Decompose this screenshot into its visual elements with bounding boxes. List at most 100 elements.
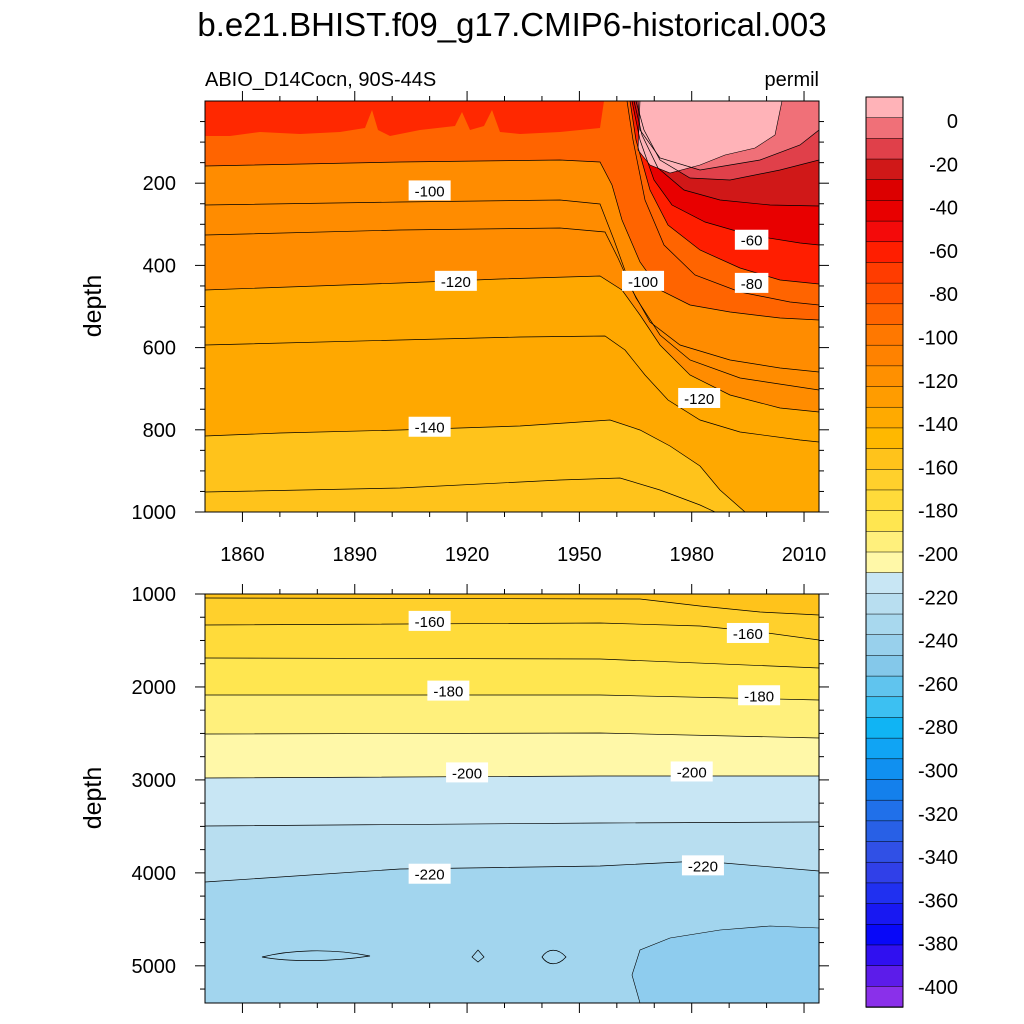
lower-contour-label: -180 [427,680,470,701]
x-tick-label-1920: 1920 [445,544,490,566]
colorbar-swatch [865,406,904,429]
colorbar-label--260: -260 [918,674,958,696]
lower-small-contour [541,949,567,965]
colorbar-label--180: -180 [918,501,958,523]
lower-band-160-170 [205,598,819,640]
lower-small-contour [261,950,371,961]
lower-contour-label: -160 [726,622,769,643]
colorbar-swatch [865,779,904,801]
colorbar-swatch [865,655,904,677]
colorbar-swatch [865,551,904,574]
upper-contour-label: -80 [734,272,769,293]
colorbar-swatch [865,593,904,615]
lower-y-tick-label-3000: 3000 [132,770,177,792]
lower-contour-line [205,657,819,669]
lower-contour-line [205,860,819,883]
colorbar-swatch [865,986,904,1008]
colorbar-swatch [865,882,904,905]
colorbar-swatch [865,200,904,222]
lower-y-tick-label-1000: 1000 [132,584,177,606]
colorbar-swatch [865,944,904,967]
lower-contour-label-text: -220 [415,867,445,884]
lower-band-195-200 [205,733,819,778]
colorbar-swatch [865,489,904,512]
upper-contour-label-text: -60 [741,233,763,250]
x-tick-label-2010: 2010 [782,544,827,566]
colorbar-swatch [865,324,904,346]
upper-contour-label: -100 [408,180,451,201]
colorbar-swatch [865,758,904,781]
colorbar-swatch [865,841,904,863]
upper-contour-line [629,101,819,285]
colorbar-swatch [865,572,904,595]
lower-contour-label: -160 [408,610,451,631]
lower-band-170-180 [205,623,819,668]
upper-contour-line [205,477,716,512]
upper-contour-line [637,101,819,171]
colorbar-swatch [865,344,904,367]
colorbar-swatch [865,262,904,284]
lower-contour-line [205,597,819,616]
colorbar-label--20: -20 [929,154,958,176]
colorbar-swatch [865,675,904,698]
lower-ylabel: depth [79,767,107,830]
colorbar-label--360: -360 [918,890,958,912]
upper-y-tick-label-600: 600 [143,338,176,360]
colorbar-label--400: -400 [918,977,958,999]
colorbar-swatch [865,365,904,388]
upper-band-above-0 [637,101,783,174]
upper-contour-line [205,159,819,321]
lower-contour-label-text: -160 [733,626,763,643]
colorbar-label--160: -160 [918,457,958,479]
lower-contour-label-box [670,761,713,782]
lower-contour-label: -180 [738,685,781,706]
x-tick-label-1860: 1860 [220,544,265,566]
upper-contour-label-text: -140 [415,420,445,437]
colorbar-label--300: -300 [918,761,958,783]
lower-band-190-195 [205,695,819,738]
colorbar-swatch [865,117,904,140]
left-subtitle: ABIO_D14Cocn, 90S-44S [205,69,436,91]
lower-y-tick-label-2000: 2000 [132,677,177,699]
colorbar-swatch [865,965,904,988]
lower-contour-label: -200 [446,762,489,783]
upper-contour-line [205,335,819,443]
colorbar-swatch [865,737,904,760]
lower-contour-label-text: -180 [433,684,463,701]
lower-contour-label-box [738,685,781,706]
upper-y-tick-label-200: 200 [143,173,176,195]
lower-band-200-210 [205,776,819,826]
colorbar-label-0: 0 [947,111,958,133]
chart-title: b.e21.BHIST.f09_g17.CMIP6-historical.003 [197,6,826,43]
lower-band-180-190 [205,658,819,700]
upper-contour-label: -120 [678,387,721,408]
colorbar-swatch [865,634,904,657]
colorbar-swatch [865,903,904,926]
lower-contour-label-text: -160 [415,614,445,631]
colorbar-label--220: -220 [918,587,958,609]
colorbar-swatch [865,158,904,181]
colorbar-frame [865,96,904,1008]
colorbar-swatch [865,179,904,202]
lower-band-below-230 [631,925,819,1003]
colorbar-swatch [865,220,904,243]
lower-contour-label-box [446,762,489,783]
colorbar-swatch [865,531,904,553]
colorbar-label--100: -100 [918,328,958,350]
lower-band-140-160 [205,594,819,615]
upper-contour-label-text: -100 [415,183,445,200]
x-tick-label-1890: 1890 [333,544,378,566]
colorbar-label--380: -380 [918,934,958,956]
lower-small-contour [471,949,485,963]
lower-band-210-220 [205,822,819,882]
lower-contour-label-text: -200 [677,764,707,781]
colorbar-label--120: -120 [918,371,958,393]
upper-contour-label: -60 [734,229,769,250]
colorbar-label--280: -280 [918,717,958,739]
upper-contour-line [626,101,819,306]
lower-contour-label-box [427,680,470,701]
colorbar-swatch [865,820,904,843]
colorbar-swatch [865,427,904,450]
upper-contour-label-box [734,229,769,250]
colorbar-swatch [865,469,904,491]
